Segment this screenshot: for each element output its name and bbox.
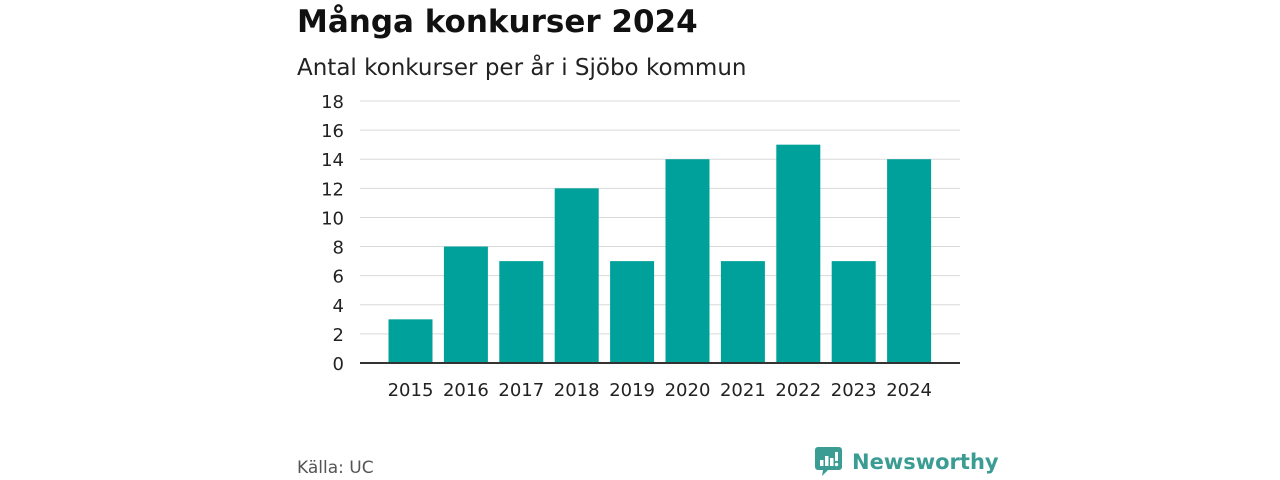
y-tick-label: 12 (321, 179, 344, 200)
y-tick-label: 6 (333, 267, 344, 288)
bar-2019 (610, 261, 655, 363)
gridlines (360, 100, 960, 335)
y-tick-label: 4 (333, 296, 344, 317)
bar-2018 (554, 188, 599, 363)
bars (388, 144, 932, 363)
x-tick-label: 2020 (665, 380, 711, 401)
newsworthy-brand-name: Newsworthy (852, 449, 999, 474)
bar-2020 (665, 159, 710, 363)
x-tick-label: 2021 (720, 380, 766, 401)
x-tick-label: 2019 (609, 380, 655, 401)
chart-title: Många konkurser 2024 (297, 4, 698, 40)
x-tick-label: 2024 (886, 380, 932, 401)
y-tick-label: 16 (321, 121, 344, 142)
y-tick-label: 18 (321, 92, 344, 113)
x-tick-label: 2015 (388, 380, 434, 401)
bar-2024 (887, 159, 932, 363)
x-tick-label: 2018 (554, 380, 600, 401)
bar-2016 (443, 246, 488, 363)
bar-2022 (776, 144, 821, 363)
x-tick-label: 2023 (831, 380, 877, 401)
axes: 0 2 4 6 8 10 12 14 16 18 2015 2016 2017 2018 2019 2020 2… (321, 92, 960, 401)
y-tick-label: 2 (333, 325, 344, 346)
bar-2023 (831, 261, 876, 363)
x-tick-label: 2022 (775, 380, 821, 401)
y-tick-label: 10 (321, 208, 344, 229)
y-tick-label: 14 (321, 150, 344, 171)
chart-subtitle: Antal konkurser per år i Sjöbo kommun (297, 55, 747, 81)
bar-2021 (720, 261, 765, 363)
y-tick-label: 8 (333, 238, 344, 259)
bar-2017 (499, 261, 544, 363)
x-tick-label: 2017 (498, 380, 544, 401)
newsworthy-logo-icon (815, 447, 842, 476)
x-tick-label: 2016 (443, 380, 489, 401)
bar-2015 (388, 319, 433, 363)
source-note: Källa: UC (297, 458, 374, 478)
y-tick-label: 0 (333, 354, 344, 375)
newsworthy-logo: Newsworthy (815, 447, 999, 476)
